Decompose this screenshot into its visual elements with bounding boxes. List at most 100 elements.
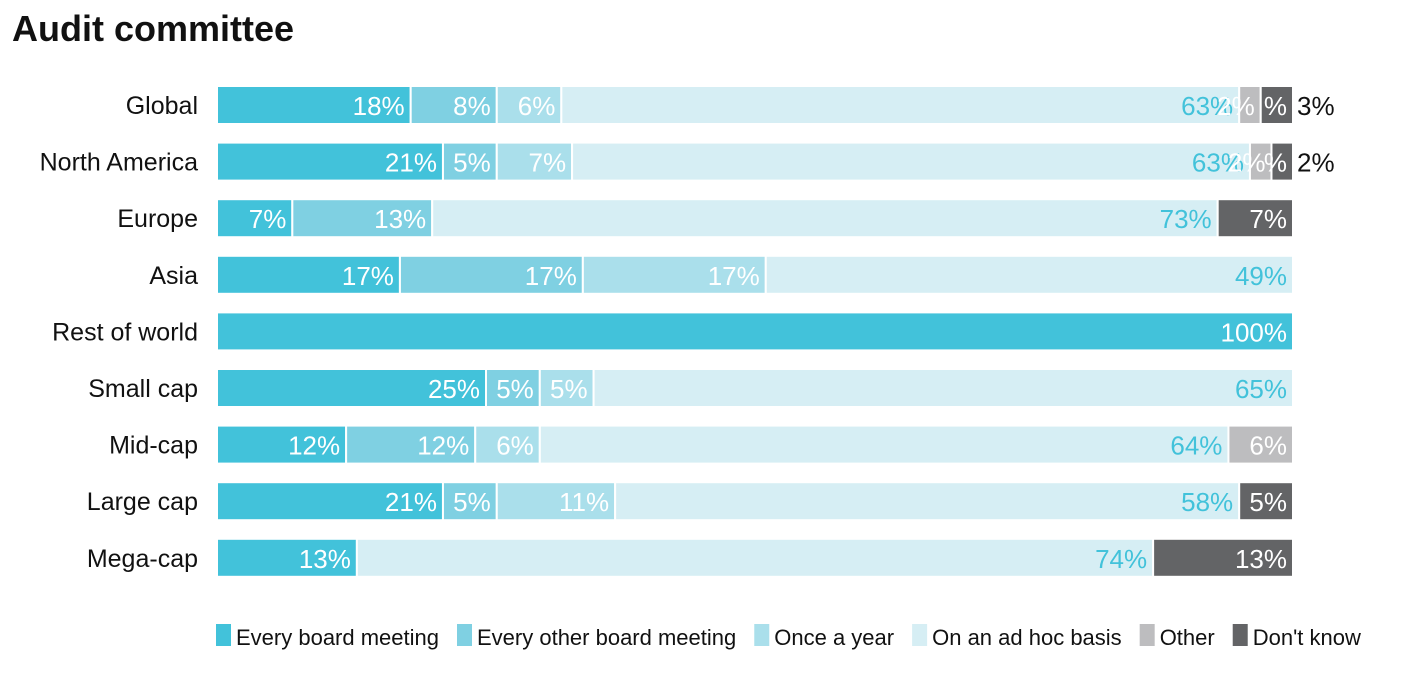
data-label: 74%	[1095, 544, 1147, 574]
data-label: 49%	[1235, 261, 1287, 291]
bar-segment	[614, 481, 1241, 522]
data-label: 5%	[1249, 487, 1287, 517]
legend-item-every-other-board-meeting: Every other board meeting	[457, 624, 736, 650]
bar-row-mid-cap: Mid-cap 12% 12% 6% 64% 6%	[109, 424, 1294, 465]
bar-segment	[216, 311, 1294, 352]
data-label: 5%	[496, 374, 534, 404]
data-label: 12%	[417, 431, 469, 461]
bar-segment	[398, 254, 584, 295]
legend-swatch	[216, 624, 231, 646]
legend-label: On an ad hoc basis	[932, 625, 1122, 650]
data-label: 6%	[1249, 431, 1287, 461]
data-label: 13%	[374, 204, 426, 234]
bar-segment	[441, 141, 498, 182]
bar-segment	[538, 368, 595, 408]
bar-segment	[431, 198, 1219, 239]
data-label: 7%	[1249, 204, 1287, 234]
bar-segment	[560, 85, 1241, 125]
bar-segment	[1227, 424, 1294, 465]
bar-segment	[216, 141, 444, 182]
data-label: %	[1264, 91, 1287, 121]
data-label: 21%	[385, 487, 437, 517]
bar-row-mega-cap: Mega-cap 13% 74% 13%	[87, 537, 1294, 578]
bar-segment	[581, 254, 767, 295]
chart-rows: Global 18% 8% 6% 63%2%% 3%North America 21% 5% 7…	[40, 85, 1335, 578]
data-label: 100%	[1221, 317, 1288, 347]
bar-row-asia: Asia 17% 17% 17% 49%	[149, 254, 1294, 295]
data-label: 5%	[453, 148, 491, 178]
data-label: 25%	[428, 374, 480, 404]
row-label: Global	[126, 92, 198, 120]
bar-segment	[1216, 198, 1295, 239]
bar-segment	[592, 368, 1294, 408]
legend-swatch	[1139, 624, 1155, 646]
legend-label: Every other board meeting	[477, 625, 736, 650]
legend-item-every-board-meeting: Every board meeting	[216, 624, 439, 650]
bar-segment	[1259, 85, 1294, 125]
data-label: 64%	[1170, 431, 1222, 461]
chart-legend: Every board meeting Every other board mee…	[216, 624, 1361, 650]
row-label: Europe	[117, 205, 198, 233]
bar-row-rest-of-world: Rest of world 100%	[52, 311, 1294, 352]
data-label: 65%	[1235, 374, 1287, 404]
data-label: 7%	[249, 204, 287, 234]
legend-swatch	[912, 624, 928, 646]
bar-row-north-america: North America 21% 5% 7% 63%2%% 2%	[40, 141, 1335, 182]
bar-segment	[216, 481, 444, 522]
legend-label: Don't know	[1253, 625, 1361, 650]
bar-segment	[495, 85, 563, 125]
legend-swatch	[1232, 624, 1248, 646]
data-label: 18%	[353, 91, 405, 121]
data-label: 17%	[342, 261, 394, 291]
data-label: 2%	[1228, 148, 1266, 178]
data-label: 2%	[1217, 91, 1255, 121]
data-label: 11%	[559, 487, 609, 517]
bar-row-large-cap: Large cap 21% 5% 11% 58% 5%	[87, 481, 1294, 522]
data-label: 63%	[1192, 148, 1244, 178]
row-label: Rest of world	[52, 318, 198, 346]
legend-label: Other	[1160, 625, 1215, 650]
data-label: 73%	[1160, 204, 1212, 234]
bar-segment	[571, 141, 1251, 182]
data-label: 17%	[708, 261, 760, 291]
bar-row-global: Global 18% 8% 6% 63%2%% 3%	[126, 85, 1335, 125]
legend-item-other: Other	[1139, 624, 1215, 650]
row-label: Mid-cap	[109, 432, 198, 460]
row-label: Small cap	[88, 375, 198, 403]
data-label: 17%	[525, 261, 577, 291]
data-label: 12%	[288, 431, 340, 461]
legend-label: Once a year	[774, 625, 894, 650]
legend-label: Every board meeting	[236, 625, 439, 650]
row-label: North America	[40, 149, 198, 177]
row-label: Asia	[149, 262, 198, 290]
bar-segment	[216, 85, 412, 125]
chart-title: Audit committee	[12, 8, 295, 49]
data-label: 63%	[1181, 91, 1233, 121]
bar-segment	[216, 537, 358, 578]
data-label: 5%	[550, 374, 588, 404]
bar-segment	[355, 537, 1155, 578]
bar-segment	[345, 424, 477, 465]
bar-segment	[485, 368, 541, 408]
bar-segment	[764, 254, 1294, 295]
data-label: 8%	[453, 91, 491, 121]
data-label: 6%	[496, 431, 534, 461]
legend-swatch	[754, 624, 770, 646]
bar-segment	[1270, 141, 1294, 182]
legend-item-once-a-year: Once a year	[754, 624, 894, 650]
legend-swatch	[457, 624, 472, 646]
bar-segment	[495, 481, 617, 522]
outside-data-label: 3%	[1297, 91, 1335, 121]
legend-item-on-an-ad-hoc-basis: On an ad hoc basis	[912, 624, 1122, 650]
outside-data-label: 2%	[1297, 148, 1335, 178]
bar-segment	[1152, 537, 1294, 578]
row-label: Large cap	[87, 488, 198, 516]
data-label: 13%	[299, 544, 351, 574]
row-label: Mega-cap	[87, 545, 198, 573]
bar-segment	[538, 424, 1230, 465]
data-label: 5%	[453, 487, 491, 517]
bar-segment	[409, 85, 498, 125]
bar-segment	[1238, 481, 1294, 522]
bar-segment	[474, 424, 541, 465]
data-label: 6%	[518, 91, 556, 121]
